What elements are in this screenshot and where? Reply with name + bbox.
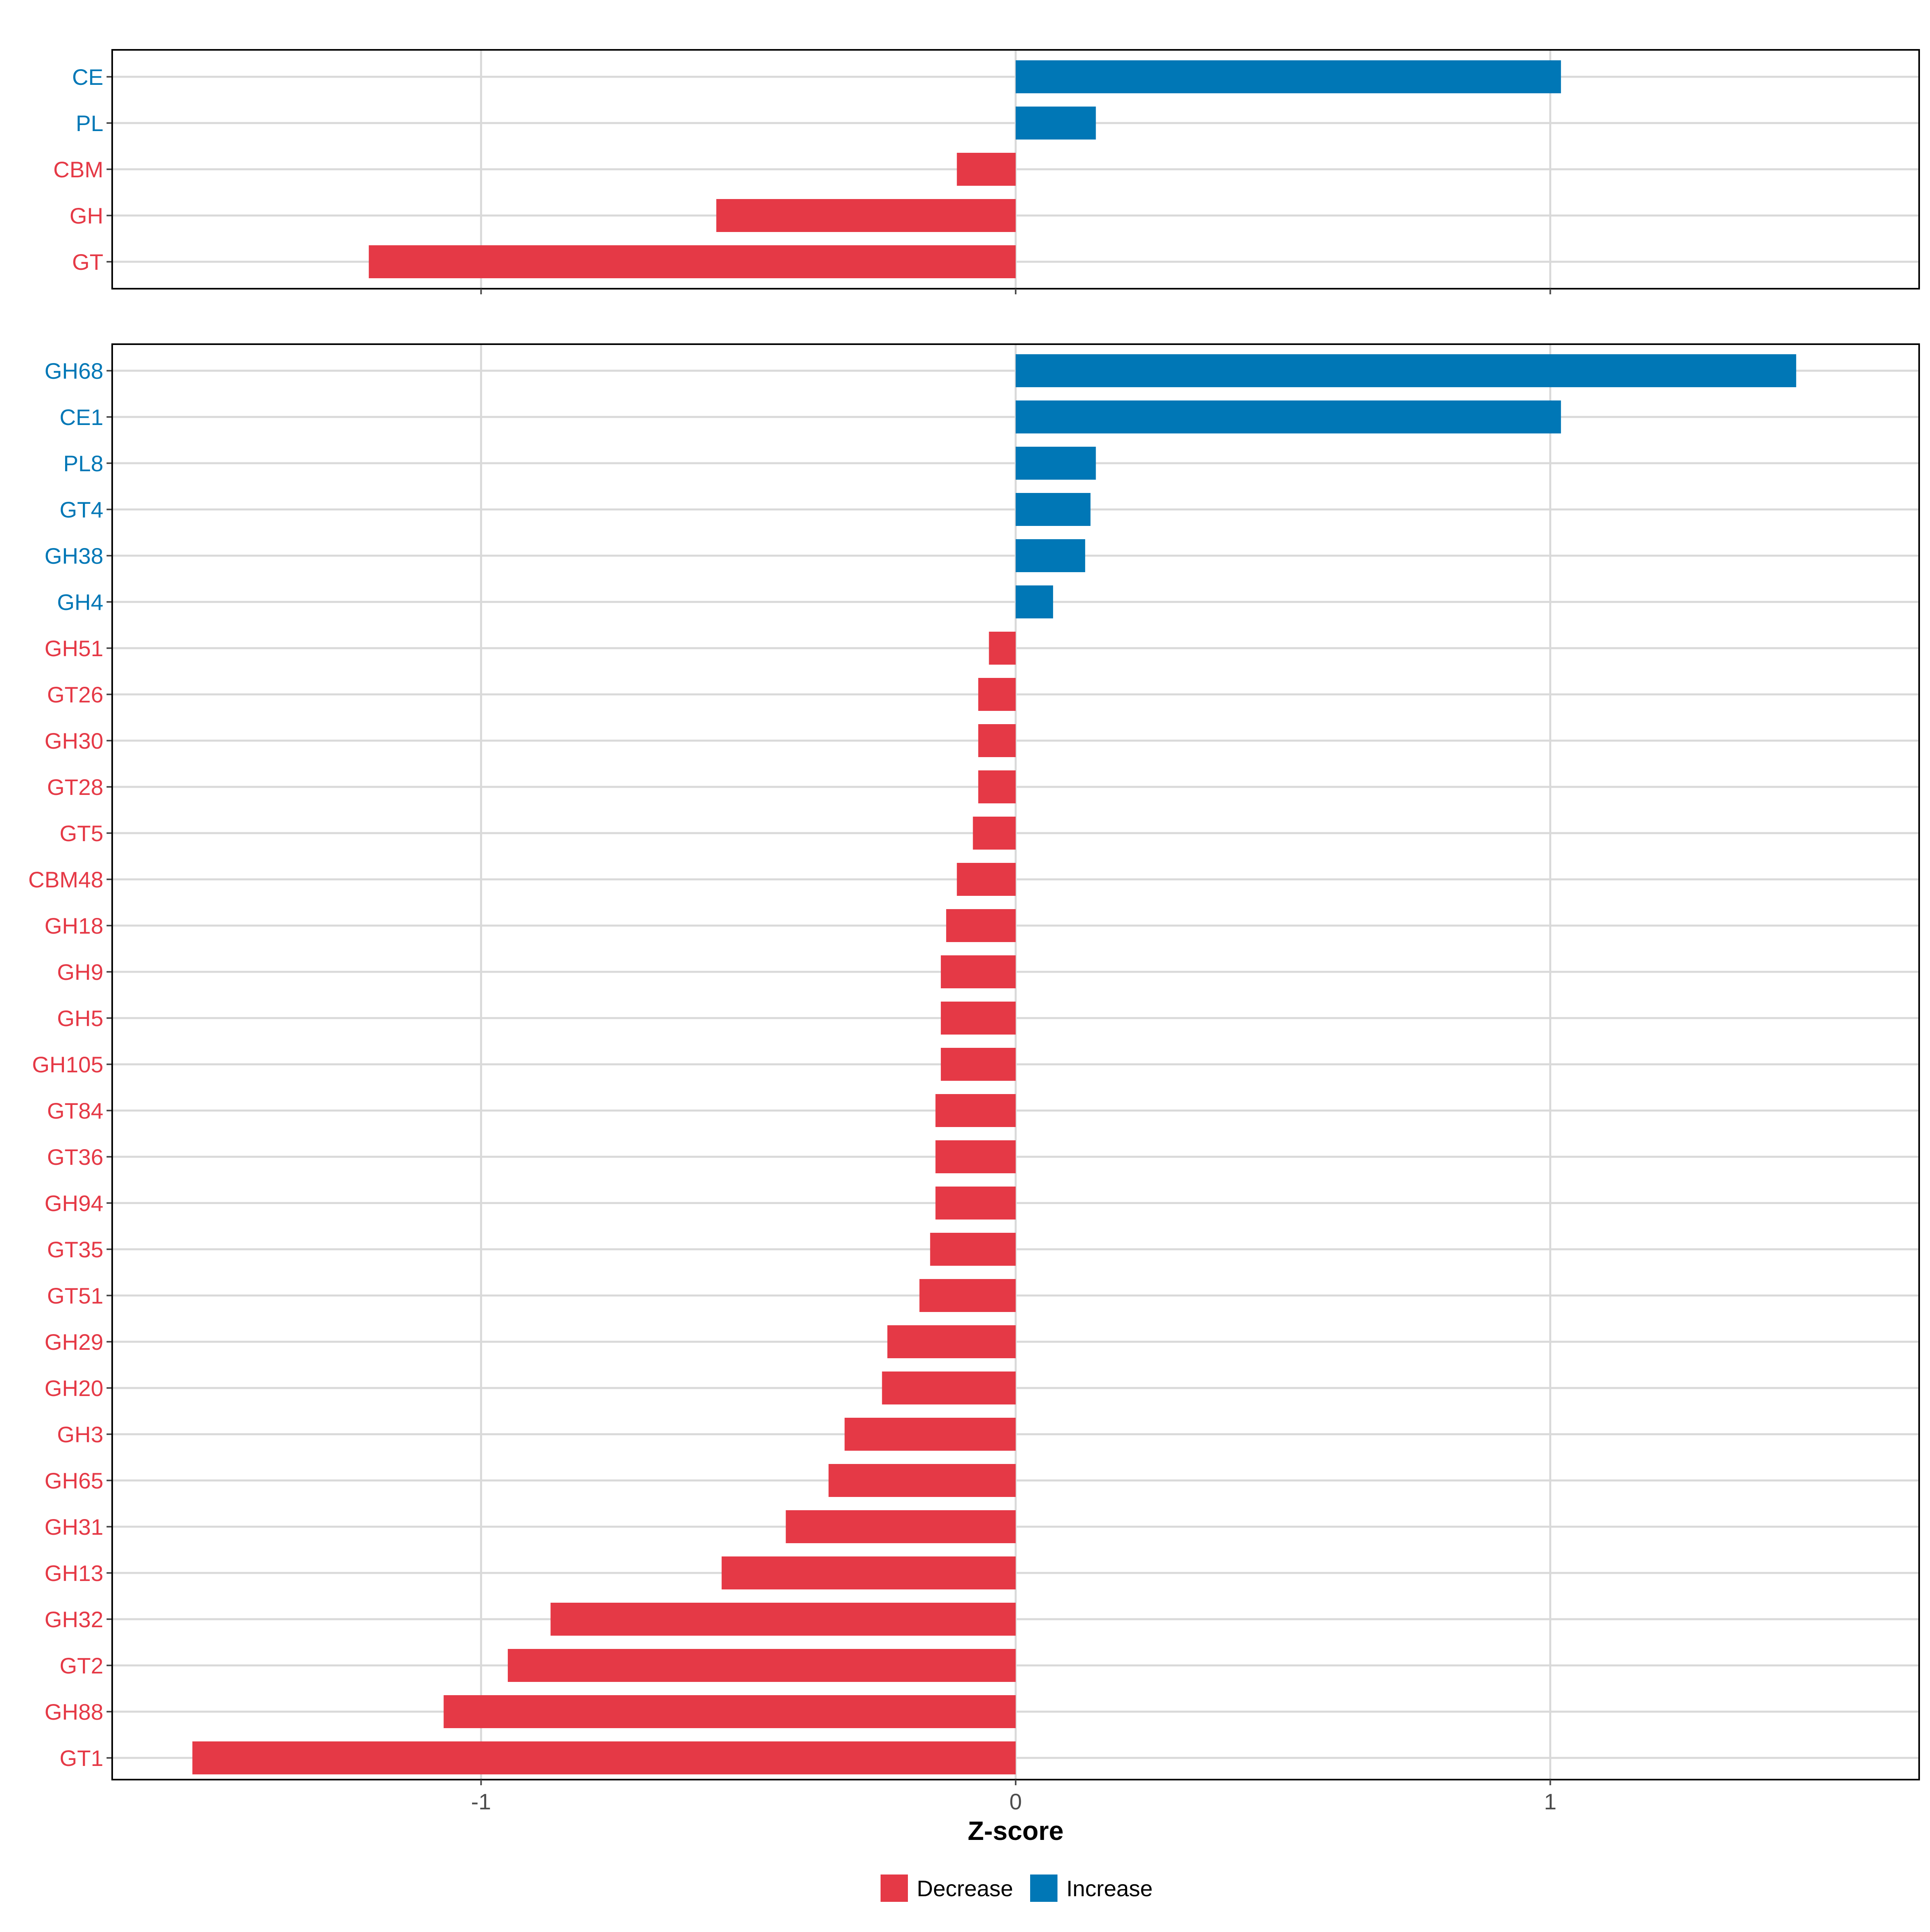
bar-gh29 bbox=[887, 1325, 1016, 1358]
y-tick-label-gh13: GH13 bbox=[45, 1560, 103, 1586]
y-tick-label-gh9: GH9 bbox=[57, 959, 103, 985]
x-tick-label: 1 bbox=[1544, 1789, 1556, 1814]
bar-gh13 bbox=[721, 1556, 1016, 1589]
bar-gt36 bbox=[935, 1140, 1016, 1173]
bar-gh94 bbox=[935, 1187, 1016, 1220]
top-panel: CE PL CBM GH GT bbox=[53, 49, 1920, 294]
bar-pl bbox=[1016, 107, 1096, 140]
bar-gh18 bbox=[946, 909, 1016, 942]
bar-ce bbox=[1016, 60, 1561, 93]
bar-gt1 bbox=[192, 1741, 1016, 1774]
legend-swatch-increase bbox=[1030, 1875, 1057, 1902]
y-tick-label-gh4: GH4 bbox=[57, 589, 103, 615]
y-tick-label-gt2: GT2 bbox=[60, 1653, 103, 1678]
y-tick-label-gt84: GT84 bbox=[47, 1098, 103, 1123]
y-tick-label-gt35: GT35 bbox=[47, 1237, 103, 1262]
bar-gh38 bbox=[1016, 539, 1085, 572]
bar-gh30 bbox=[978, 724, 1016, 757]
y-tick-label-gh29: GH29 bbox=[45, 1329, 103, 1355]
y-tick-label-gt5: GT5 bbox=[60, 821, 103, 846]
legend-label-decrease: Decrease bbox=[917, 1876, 1013, 1901]
y-tick-label-gh30: GH30 bbox=[45, 728, 103, 754]
y-tick-label-gt51: GT51 bbox=[47, 1283, 103, 1308]
bar-gh5 bbox=[940, 1002, 1016, 1035]
y-tick-label-gh: GH bbox=[70, 203, 103, 228]
y-tick-label-gt26: GT26 bbox=[47, 682, 103, 707]
bar-gh51 bbox=[989, 632, 1016, 665]
bar-cbm bbox=[957, 153, 1016, 186]
y-tick-label-ce: CE bbox=[72, 64, 103, 90]
bottom-panel: GH68CE1PL8GT4GH38GH4GH51GT26GH30GT28GT5C… bbox=[28, 343, 1920, 1814]
legend-label-increase: Increase bbox=[1066, 1876, 1153, 1901]
y-tick-label-gt: GT bbox=[72, 249, 103, 275]
y-tick-label-gh18: GH18 bbox=[45, 913, 103, 938]
bar-gh31 bbox=[786, 1510, 1016, 1543]
bar-gh68 bbox=[1016, 354, 1797, 387]
y-tick-label-gh20: GH20 bbox=[45, 1376, 103, 1401]
bar-gh4 bbox=[1016, 585, 1053, 618]
y-tick-label-gh68: GH68 bbox=[45, 358, 103, 384]
x-tick-label: 0 bbox=[1009, 1789, 1022, 1814]
bar-pl8 bbox=[1016, 447, 1096, 480]
bar-gt2 bbox=[507, 1649, 1016, 1682]
y-tick-label-gh32: GH32 bbox=[45, 1607, 103, 1632]
x-tick-label: -1 bbox=[471, 1789, 491, 1814]
bar-gh20 bbox=[882, 1371, 1016, 1404]
y-tick-label-pl8: PL8 bbox=[63, 451, 103, 476]
bar-ce1 bbox=[1016, 400, 1561, 433]
y-tick-label-gh31: GH31 bbox=[45, 1514, 103, 1540]
y-tick-label-gh38: GH38 bbox=[45, 543, 103, 569]
y-tick-label-gt1: GT1 bbox=[60, 1745, 103, 1771]
bar-gt bbox=[369, 245, 1016, 278]
bar-gt28 bbox=[978, 770, 1016, 803]
y-tick-label-gh88: GH88 bbox=[45, 1699, 103, 1725]
bar-gt26 bbox=[978, 678, 1016, 711]
bar-gt84 bbox=[935, 1094, 1016, 1127]
bar-gt35 bbox=[930, 1233, 1016, 1266]
y-tick-label-ce1: CE1 bbox=[60, 404, 103, 430]
y-tick-label-gh105: GH105 bbox=[32, 1052, 103, 1077]
y-tick-label-gt4: GT4 bbox=[60, 497, 103, 522]
y-tick-label-gh51: GH51 bbox=[45, 636, 103, 661]
bar-gh88 bbox=[443, 1695, 1016, 1728]
bar-gh65 bbox=[828, 1464, 1016, 1497]
y-tick-label-gh94: GH94 bbox=[45, 1191, 103, 1216]
bar-gh bbox=[716, 199, 1016, 232]
legend-swatch-decrease bbox=[881, 1875, 908, 1902]
bar-gt51 bbox=[919, 1279, 1016, 1312]
y-tick-label-cbm48: CBM48 bbox=[28, 867, 103, 892]
y-tick-label-gt36: GT36 bbox=[47, 1144, 103, 1170]
y-tick-label-cbm: CBM bbox=[53, 157, 103, 182]
bar-gt4 bbox=[1016, 493, 1091, 526]
y-tick-label-gt28: GT28 bbox=[47, 774, 103, 800]
bar-gh9 bbox=[940, 955, 1016, 988]
bar-gh3 bbox=[844, 1418, 1016, 1451]
y-tick-label-gh65: GH65 bbox=[45, 1468, 103, 1493]
legend: Decrease Increase bbox=[881, 1875, 1153, 1902]
bar-gh32 bbox=[550, 1603, 1016, 1636]
y-tick-label-gh3: GH3 bbox=[57, 1422, 103, 1447]
x-axis-title: Z-score bbox=[968, 1816, 1064, 1846]
bar-gt5 bbox=[973, 817, 1016, 850]
y-tick-label-gh5: GH5 bbox=[57, 1006, 103, 1031]
bar-gh105 bbox=[940, 1048, 1016, 1081]
y-tick-label-pl: PL bbox=[76, 111, 104, 136]
bar-cbm48 bbox=[957, 863, 1016, 896]
